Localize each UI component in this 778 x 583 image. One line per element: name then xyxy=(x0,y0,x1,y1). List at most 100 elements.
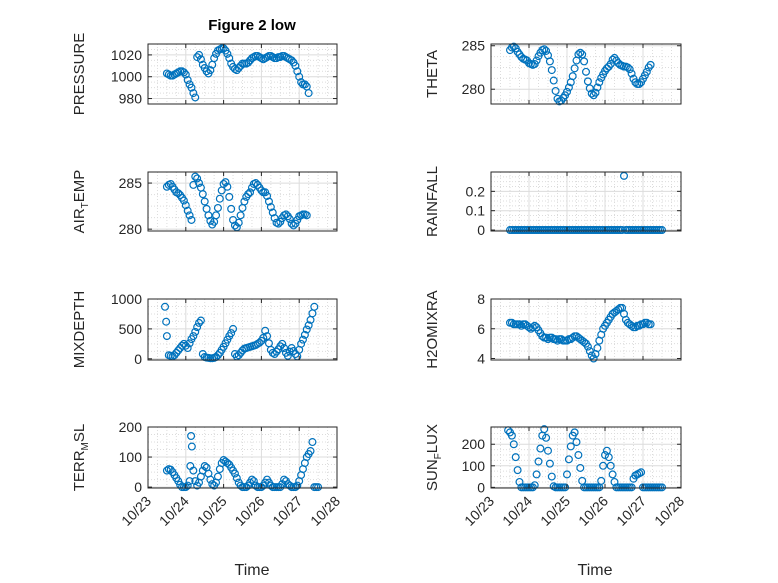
data-point xyxy=(509,440,518,449)
y-tick-label: 100 xyxy=(462,458,486,474)
data-point xyxy=(268,348,277,357)
data-point xyxy=(259,333,268,342)
data-point xyxy=(553,336,562,345)
data-point xyxy=(564,83,573,92)
data-point xyxy=(234,351,243,360)
panel-rainfall: 0 0.1 0.2 RAINFALL xyxy=(424,166,682,238)
data-point xyxy=(297,339,306,348)
data-point xyxy=(289,221,298,230)
data-point xyxy=(578,50,587,59)
data-point xyxy=(191,327,200,336)
data-point xyxy=(581,67,590,76)
data-point xyxy=(304,89,313,98)
data-point xyxy=(300,80,309,89)
data-point xyxy=(162,466,171,475)
y-tick-label: 8 xyxy=(477,291,485,307)
data-point xyxy=(263,191,272,200)
axes-box-rainfall xyxy=(490,171,682,232)
y-axis-label-air_temp: AIRTEMP xyxy=(71,170,91,234)
data-point xyxy=(595,78,604,87)
data-point xyxy=(181,70,190,79)
data-point xyxy=(543,335,552,344)
data-point xyxy=(172,348,181,357)
data-point xyxy=(642,318,651,327)
data-point xyxy=(549,76,558,85)
data-point xyxy=(185,477,194,486)
y-tick-label: 500 xyxy=(119,321,143,337)
y-tick-label: 0 xyxy=(477,222,485,238)
data-point xyxy=(196,55,205,64)
data-point xyxy=(189,332,198,341)
data-point xyxy=(187,83,196,92)
data-point xyxy=(511,453,520,462)
data-point xyxy=(515,477,524,486)
y-tick-label: 980 xyxy=(119,91,143,107)
data-point xyxy=(272,347,281,356)
y-tick-label: 280 xyxy=(462,81,486,97)
data-point xyxy=(583,77,592,86)
data-point xyxy=(574,50,583,59)
panel-air_temp: 280 285 AIRTEMP xyxy=(71,170,338,237)
data-point xyxy=(570,64,579,73)
data-point xyxy=(181,201,190,210)
data-point xyxy=(195,179,204,188)
data-point xyxy=(302,325,311,334)
data-point xyxy=(547,472,556,481)
series-air_temp xyxy=(162,172,311,232)
data-point xyxy=(566,442,575,451)
data-point xyxy=(513,466,522,475)
data-point xyxy=(623,63,632,72)
y-axis-label-rainfall: RAINFALL xyxy=(424,166,441,237)
series-mixdepth xyxy=(161,302,319,363)
data-point xyxy=(606,461,615,470)
data-point xyxy=(276,342,285,351)
data-point xyxy=(185,339,194,348)
data-point xyxy=(568,72,577,81)
data-point xyxy=(264,197,273,206)
data-point xyxy=(191,172,200,181)
data-point xyxy=(181,483,190,492)
data-point xyxy=(562,87,571,96)
data-point xyxy=(266,481,275,490)
y-axis-label-h2omixra: H2OMIXRA xyxy=(424,290,441,368)
data-point xyxy=(247,475,256,484)
data-point xyxy=(642,67,651,76)
axes-box-pressure xyxy=(147,43,338,105)
data-point xyxy=(570,428,579,437)
data-point xyxy=(202,67,211,76)
data-point xyxy=(507,431,516,440)
data-point xyxy=(507,318,516,327)
data-point xyxy=(585,84,594,93)
data-point xyxy=(257,186,266,195)
data-point xyxy=(185,211,194,220)
data-point xyxy=(215,194,224,203)
data-point xyxy=(230,469,239,478)
series-h2omixra xyxy=(506,303,655,363)
data-point xyxy=(542,333,551,342)
data-point xyxy=(166,465,175,474)
data-point xyxy=(561,483,570,492)
data-point xyxy=(298,335,307,344)
data-point xyxy=(213,472,222,481)
axes-box-sun_flux xyxy=(490,426,682,489)
data-point xyxy=(280,344,289,353)
data-point xyxy=(604,453,613,462)
data-point xyxy=(200,197,209,206)
y-tick-label: 4 xyxy=(477,351,485,367)
data-point xyxy=(208,480,217,489)
grid-theta xyxy=(490,44,682,104)
data-point xyxy=(266,203,275,212)
y-tick-label: 0 xyxy=(134,351,142,367)
data-point xyxy=(183,75,192,84)
data-point xyxy=(187,432,196,441)
y-tick-label: 1000 xyxy=(111,69,142,85)
y-tick-label: 100 xyxy=(119,449,143,465)
data-point xyxy=(551,86,560,95)
data-point xyxy=(200,462,209,471)
data-point xyxy=(195,318,204,327)
data-point xyxy=(213,203,222,212)
y-tick-label: 6 xyxy=(477,321,485,337)
data-point xyxy=(236,481,245,490)
data-point xyxy=(285,215,294,224)
data-point xyxy=(225,192,234,201)
